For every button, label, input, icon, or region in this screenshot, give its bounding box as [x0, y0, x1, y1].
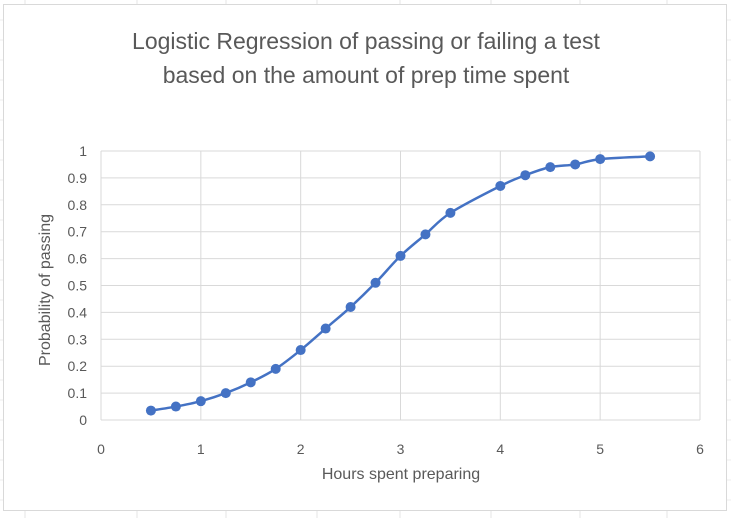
- y-tick-label: 0.8: [68, 197, 88, 213]
- y-tick-label: 0.7: [68, 224, 88, 240]
- chart-area[interactable]: Logistic Regression of passing or failin…: [3, 4, 727, 511]
- x-tick-label: 3: [397, 441, 405, 457]
- data-point[interactable]: [495, 180, 506, 191]
- x-tick-label: 5: [596, 441, 604, 457]
- x-tick-label: 0: [97, 441, 105, 457]
- data-point[interactable]: [270, 363, 281, 374]
- data-point[interactable]: [520, 170, 531, 181]
- x-tick-label: 1: [197, 441, 205, 457]
- chart-title-line-1: Logistic Regression of passing or failin…: [132, 28, 601, 54]
- data-point[interactable]: [145, 405, 156, 416]
- series-layer: [145, 151, 656, 416]
- chart-title-line-2: based on the amount of prep time spent: [163, 62, 570, 88]
- y-tick-label: 0.4: [68, 304, 88, 320]
- data-point[interactable]: [170, 401, 181, 412]
- y-tick-label: 0: [79, 412, 87, 428]
- x-tick-label: 6: [696, 441, 704, 457]
- data-point[interactable]: [445, 207, 456, 218]
- y-axis-title: Probability of passing: [37, 214, 54, 366]
- data-point[interactable]: [420, 229, 431, 240]
- data-point[interactable]: [370, 277, 381, 288]
- data-point[interactable]: [545, 162, 556, 173]
- y-tick-label: 0.1: [68, 385, 88, 401]
- x-tick-label: 4: [496, 441, 504, 457]
- x-axis-ticks: 0 1 2 3 4 5 6: [97, 441, 704, 457]
- x-tick-label: 2: [297, 441, 305, 457]
- data-point[interactable]: [220, 388, 231, 399]
- data-point[interactable]: [195, 396, 206, 407]
- data-point[interactable]: [595, 154, 606, 165]
- y-tick-label: 0.6: [68, 251, 88, 267]
- chart-svg: Logistic Regression of passing or failin…: [37, 28, 704, 483]
- y-tick-label: 0.5: [68, 278, 88, 294]
- y-tick-label: 0.2: [68, 358, 88, 374]
- data-point[interactable]: [645, 151, 656, 162]
- data-point[interactable]: [295, 345, 306, 356]
- data-point[interactable]: [345, 302, 356, 313]
- data-point[interactable]: [570, 159, 581, 170]
- y-axis-ticks: 0 0.1 0.2 0.3 0.4 0.5 0.6 0.7 0.8 0.9 1: [68, 143, 88, 428]
- data-point[interactable]: [320, 323, 331, 334]
- gridlines: [100, 150, 701, 421]
- data-point[interactable]: [245, 377, 256, 388]
- x-axis-title: Hours spent preparing: [322, 466, 480, 483]
- y-tick-label: 0.9: [68, 170, 88, 186]
- y-tick-label: 0.3: [68, 331, 88, 347]
- data-point[interactable]: [395, 250, 406, 261]
- y-tick-label: 1: [79, 143, 87, 159]
